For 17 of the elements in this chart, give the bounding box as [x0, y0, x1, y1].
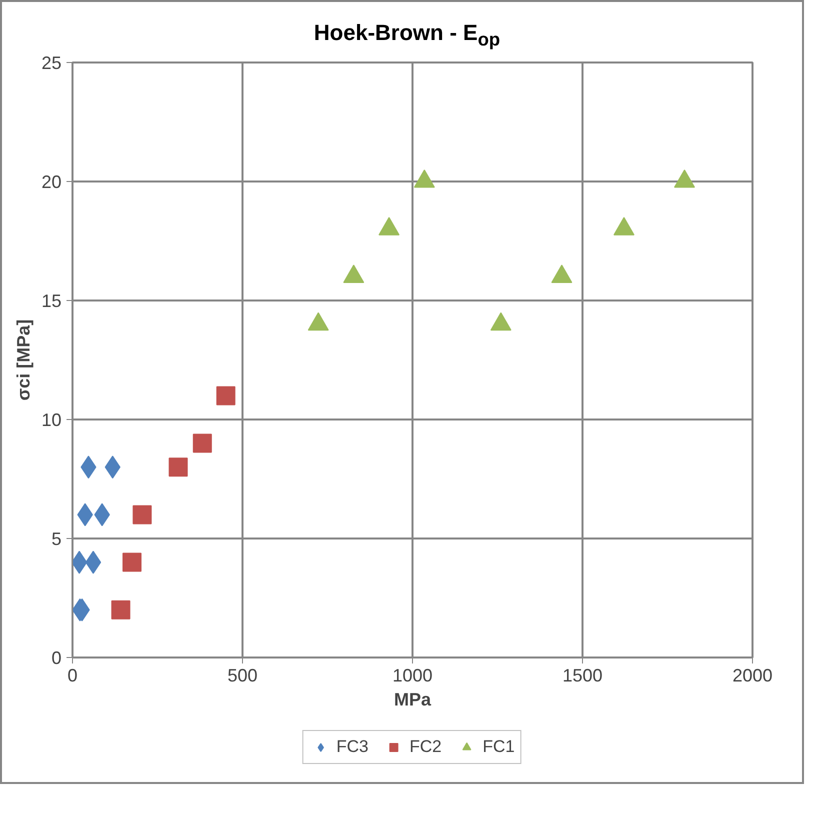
- legend-label: FC1: [482, 737, 515, 757]
- y-tick-label: 5: [51, 529, 62, 549]
- x-axis-title: MPa: [394, 690, 432, 710]
- y-tick-label: 25: [41, 53, 62, 73]
- x-tick-label: 1500: [562, 666, 603, 686]
- x-tick-label: 0: [67, 666, 78, 686]
- y-axis-title: σci [MPa]: [13, 319, 34, 401]
- chart-title: Hoek-Brown - E$_{op}$: [312, 19, 502, 52]
- y-tick-label: 10: [41, 410, 62, 430]
- x-tick-label: 1000: [392, 666, 433, 686]
- legend-label: FC2: [409, 737, 442, 757]
- x-tick-label: 2000: [732, 666, 773, 686]
- y-tick-label: 0: [51, 648, 62, 668]
- x-tick-label: 500: [227, 666, 258, 686]
- y-tick-label: 20: [41, 172, 62, 192]
- y-tick-label: 15: [41, 291, 62, 311]
- legend-label: FC3: [336, 737, 368, 757]
